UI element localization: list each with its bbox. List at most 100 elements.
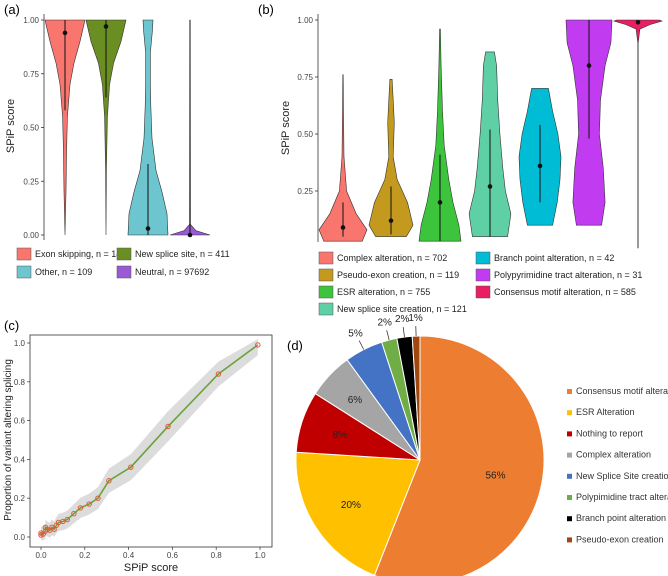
- chart-b-mean-point: [537, 163, 543, 169]
- chart-b-legend-swatch: [318, 285, 334, 299]
- chart-c-data-point: [165, 423, 171, 430]
- chart-d-slice-label: 2%: [395, 314, 410, 325]
- chart-d-slice-label: 2%: [377, 317, 392, 328]
- chart-a-legend-swatch: [116, 265, 132, 279]
- chart-b-mean-point: [388, 218, 394, 223]
- chart-a-legend-label: Exon skipping, n = 1404: [35, 249, 131, 259]
- chart-b-legend-swatch: [475, 285, 491, 299]
- chart-c-ytick-label: 0.4: [14, 455, 26, 464]
- chart-b-ytick-label: 1.00: [297, 16, 313, 25]
- chart-b-mean-point: [340, 225, 346, 230]
- chart-d-legend-swatch: [567, 495, 572, 500]
- chart-b-ytick-label: 0.75: [297, 73, 313, 82]
- chart-c-ytick-label: 1.0: [14, 339, 26, 348]
- chart-d-leader-line: [386, 330, 390, 340]
- chart-a-legend-label: Other, n = 109: [35, 267, 92, 277]
- chart-d-legend-swatch: [567, 431, 572, 437]
- panel-label-c: (c): [4, 318, 19, 333]
- chart-d-slice-label: 1%: [408, 313, 423, 324]
- chart-a-ytick-label: 0.25: [23, 177, 39, 186]
- chart-c-data-point: [106, 478, 112, 484]
- chart-a-ytick-label: 1.00: [23, 16, 39, 25]
- chart-b-legend-label: Polypyrimidine tract alteration, n = 31: [494, 270, 642, 280]
- chart-d-legend-swatch: [567, 473, 572, 479]
- chart-c-xtick-label: 0.2: [79, 551, 91, 560]
- chart-b-mean-point: [586, 63, 592, 68]
- chart-c-ytick-label: 0.8: [14, 378, 26, 387]
- chart-b-ytick-label: 0.25: [297, 187, 313, 196]
- chart-c-data-point: [60, 518, 66, 525]
- chart-a-legend-label: New splice site, n = 411: [135, 249, 230, 259]
- chart-a-ytick-label: 0.00: [23, 231, 39, 240]
- chart-d-legend-label: Polypimidine tract alteration: [576, 492, 668, 502]
- chart-a: SPiP score 0.00 0.25 0.50 0.75 1.00 Exon ski…: [5, 14, 230, 279]
- chart-b-legend-swatch: [475, 268, 491, 282]
- panel-label-b: (b): [258, 2, 274, 17]
- chart-c-xtick-label: 0.4: [123, 551, 135, 560]
- chart-d-legend-swatch: [567, 516, 572, 522]
- chart-b-mean-point: [487, 184, 493, 189]
- chart-b-legend-label: Complex alteration, n = 702: [337, 253, 447, 263]
- chart-a-legend-swatch: [116, 247, 132, 261]
- chart-c-data-point: [86, 501, 92, 507]
- chart-a-legend-label: Neutral, n = 97692: [135, 267, 209, 277]
- chart-b: SPiP score 0.25 0.50 0.75 1.00 Complex alte…: [280, 14, 663, 316]
- chart-b-legend-swatch: [475, 251, 491, 265]
- chart-b-legend-label: Consensus motif alteration, n = 585: [494, 287, 636, 297]
- chart-a-legend-swatch: [16, 265, 32, 279]
- chart-d-slice-label: 20%: [341, 500, 361, 511]
- chart-d-slice-label: 56%: [486, 470, 506, 481]
- chart-b-violin: [418, 28, 462, 242]
- chart-d-legend-label: Nothing to report: [576, 428, 644, 438]
- chart-b-legend-swatch: [318, 268, 334, 282]
- chart-a-ytick-label: 0.75: [23, 70, 39, 79]
- chart-d-legend-label: ESR Alteration: [576, 407, 635, 417]
- chart-b-ylabel: SPiP score: [280, 101, 292, 155]
- chart-c-data-point: [64, 516, 70, 523]
- chart-b-violin: [368, 79, 414, 237]
- chart-b-mean-point: [437, 200, 443, 205]
- chart-b-legend-swatch: [318, 251, 334, 265]
- chart-d-slice-label: 8%: [333, 430, 348, 441]
- chart-c-xtick-label: 0.8: [211, 551, 223, 560]
- panel-label-a: (a): [4, 2, 20, 17]
- chart-a-mean-point: [103, 24, 109, 29]
- chart-c-xtick-label: 1.0: [254, 551, 266, 560]
- chart-d-legend-label: New Splice Site creation: [576, 471, 668, 481]
- chart-d-leader-line: [358, 340, 365, 350]
- chart-d-leader-line: [402, 327, 405, 338]
- chart-b-legend-label: Branch point alteration, n = 42: [494, 253, 614, 263]
- chart-b-legend-label: New splice site creation, n = 121: [337, 304, 467, 314]
- chart-d-legend-swatch: [567, 389, 572, 394]
- chart-d-legend-label: Consensus motif alteration: [576, 386, 668, 396]
- chart-b-legend-swatch: [318, 302, 334, 316]
- chart-b-legend-label: Pseudo-exon creation, n = 119: [337, 270, 459, 280]
- chart-a-mean-point: [187, 232, 193, 238]
- chart-a-violin: [127, 19, 169, 236]
- chart-c-xtick-label: 0.6: [167, 551, 179, 560]
- chart-a-legend-swatch: [16, 247, 32, 261]
- chart-d: 56%20%8%6%5%2% 2%1% Consensus motif alter…: [295, 313, 668, 576]
- chart-b-violin: [318, 74, 368, 242]
- chart-c: Proportion of variant altering splicing …: [3, 334, 273, 574]
- chart-b-mean-point: [635, 19, 641, 25]
- chart-d-slice-label: 5%: [348, 328, 363, 339]
- chart-d-legend-swatch: [567, 410, 572, 416]
- chart-d-legend-label: Complex alteration: [576, 450, 651, 460]
- chart-b-ytick-label: 0.50: [297, 130, 313, 139]
- chart-c-data-point: [255, 342, 261, 348]
- chart-b-violin: [613, 19, 663, 249]
- chart-d-legend-label: Pseudo-exon creation: [576, 534, 664, 544]
- chart-c-data-point: [51, 526, 57, 532]
- chart-d-pie-slice: [373, 335, 545, 576]
- chart-c-ytick-label: 0.2: [14, 494, 26, 503]
- chart-c-ytick-label: 0.6: [14, 417, 26, 426]
- chart-d-legend-label: Branch point alteration: [576, 513, 666, 523]
- chart-c-ytick-label: 0.0: [14, 533, 26, 542]
- chart-c-xlabel: SPiP score: [124, 562, 178, 574]
- chart-c-data-point: [71, 511, 77, 517]
- chart-d-legend-swatch: [567, 452, 572, 458]
- panel-label-d: (d): [287, 338, 303, 353]
- chart-a-mean-point: [62, 30, 68, 36]
